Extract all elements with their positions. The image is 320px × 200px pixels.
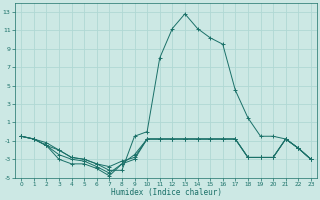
- X-axis label: Humidex (Indice chaleur): Humidex (Indice chaleur): [110, 188, 221, 197]
